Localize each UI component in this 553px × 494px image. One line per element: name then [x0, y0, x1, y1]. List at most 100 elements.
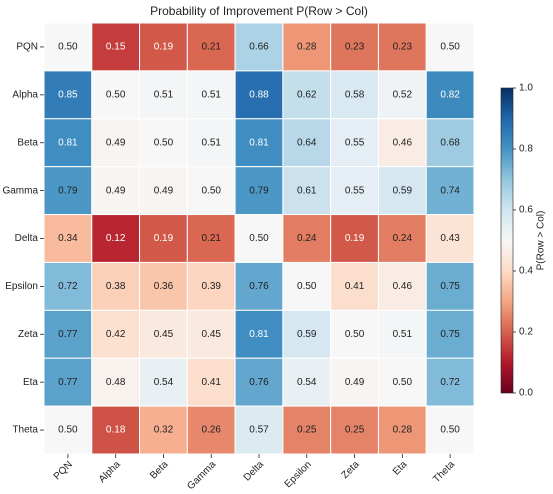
heatmap-cell [43, 309, 93, 359]
cell-label: 0.54 [297, 377, 317, 388]
heatmap-cell [330, 357, 379, 407]
cell-label: 0.59 [393, 185, 413, 196]
cell-label: 0.21 [201, 233, 221, 244]
heatmap-cell [91, 309, 141, 359]
cell-label: 0.75 [440, 329, 460, 340]
y-tick-label: Eta [23, 377, 38, 388]
cell-label: 0.46 [393, 137, 413, 148]
cell-label: 0.57 [249, 425, 269, 436]
heatmap-cell [425, 166, 475, 216]
cell-label: 0.81 [58, 137, 78, 148]
cell-label: 0.88 [249, 89, 269, 100]
heatmap-cell [91, 261, 141, 311]
cell-label: 0.34 [58, 233, 78, 244]
heatmap-cell [139, 70, 188, 120]
colorbar [500, 87, 514, 394]
x-tick-label: Zeta [340, 459, 362, 481]
cell-label: 0.68 [440, 137, 460, 148]
heatmap-cell [139, 214, 188, 263]
heatmap-cell [234, 405, 284, 455]
cell-label: 0.50 [249, 233, 269, 244]
heatmap-cell [43, 118, 93, 168]
cell-label: 0.28 [393, 425, 413, 436]
heatmap-cell [282, 405, 332, 455]
cell-label: 0.59 [297, 329, 317, 340]
x-tick-label: Alpha [97, 459, 123, 485]
heatmap-cell [186, 405, 236, 455]
cell-label: 0.24 [297, 233, 317, 244]
cell-label: 0.42 [106, 329, 126, 340]
heatmap-cell [186, 261, 236, 311]
heatmap-cell [43, 214, 93, 263]
x-tick-label: Epsilon [283, 459, 314, 490]
cell-label: 0.79 [58, 185, 78, 196]
cell-label: 0.18 [106, 425, 126, 436]
cell-label: 0.72 [58, 281, 78, 292]
cell-label: 0.25 [297, 425, 317, 436]
cell-label: 0.32 [154, 425, 174, 436]
cell-label: 0.82 [440, 89, 460, 100]
cell-label: 0.45 [201, 329, 221, 340]
cell-label: 0.64 [297, 137, 317, 148]
heatmap-cell [425, 214, 475, 263]
heatmap-cell [43, 261, 93, 311]
cell-label: 0.50 [106, 89, 126, 100]
colorbar-tick-label: 0.6 [519, 205, 533, 216]
y-tick-label: Beta [17, 137, 38, 148]
heatmap-cell [234, 261, 284, 311]
colorbar-tick-label: 0.8 [519, 144, 533, 155]
cell-label: 0.51 [393, 329, 413, 340]
x-tick-label: Eta [391, 459, 410, 478]
heatmap-cell [186, 214, 236, 263]
cell-label: 0.50 [58, 42, 78, 53]
heatmap-cell [43, 70, 93, 120]
cell-label: 0.19 [154, 233, 174, 244]
heatmap-cell [234, 118, 284, 168]
cell-label: 0.72 [440, 377, 460, 388]
cell-label: 0.48 [106, 377, 126, 388]
heatmap-cell [234, 309, 284, 359]
heatmap-cell [330, 309, 379, 359]
cell-label: 0.12 [106, 233, 126, 244]
cell-label: 0.50 [345, 329, 365, 340]
cell-label: 0.19 [345, 233, 365, 244]
cell-label: 0.49 [106, 185, 126, 196]
cell-label: 0.45 [154, 329, 174, 340]
cell-label: 0.25 [345, 425, 365, 436]
heatmap-cell [43, 22, 93, 72]
heatmap-cell [330, 214, 379, 263]
cell-label: 0.66 [249, 42, 269, 53]
x-tick-label: Gamma [185, 459, 218, 492]
cell-label: 0.46 [393, 281, 413, 292]
cell-label: 0.51 [201, 137, 221, 148]
colorbar-tick-label: 1.0 [519, 83, 533, 94]
cell-label: 0.51 [154, 89, 174, 100]
cell-label: 0.23 [345, 42, 365, 53]
heatmap-cell [43, 357, 93, 407]
cell-label: 0.36 [154, 281, 174, 292]
cell-label: 0.24 [393, 233, 413, 244]
heatmap-cell [282, 261, 332, 311]
heatmap-cell [425, 405, 475, 455]
heatmap-cell [186, 357, 236, 407]
heatmap-cell [377, 70, 427, 120]
y-tick-label: Epsilon [5, 281, 38, 292]
heatmap-cell [43, 166, 93, 216]
heatmap-cell [186, 118, 236, 168]
cell-label: 0.50 [154, 137, 174, 148]
colorbar-tick-label: 0.0 [519, 388, 533, 399]
heatmap-cell [234, 70, 284, 120]
heatmap-cell [139, 261, 188, 311]
heatmap-cell [282, 22, 332, 72]
y-tick-label: PQN [16, 42, 38, 53]
heatmap-cell [139, 22, 188, 72]
heatmap-cell [43, 405, 93, 455]
cell-label: 0.49 [154, 185, 174, 196]
cell-label: 0.81 [249, 329, 269, 340]
cell-label: 0.23 [393, 42, 413, 53]
colorbar-tick-label: 0.2 [519, 327, 533, 338]
heatmap-cell [91, 405, 141, 455]
heatmap-cell [330, 405, 379, 455]
